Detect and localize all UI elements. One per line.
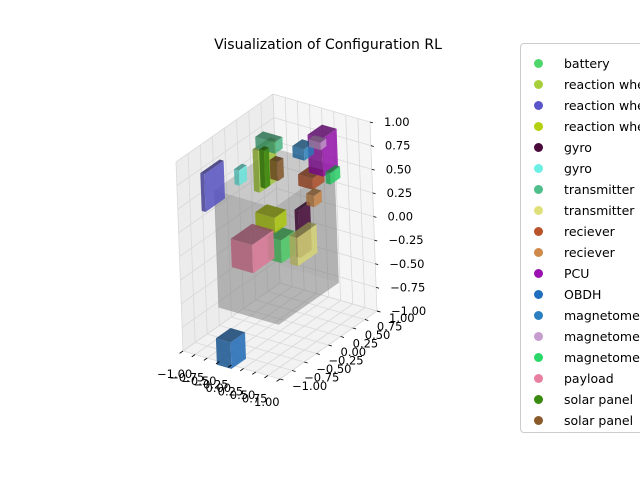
legend-marker	[534, 248, 543, 257]
legend: battery reaction wheel reaction wheel react…	[520, 43, 640, 433]
z-tick-label: 0.50	[386, 162, 412, 176]
legend-marker	[534, 101, 543, 110]
legend-marker	[534, 416, 543, 425]
z-tick-label: −1.00	[391, 304, 426, 318]
x-tick-mark	[264, 376, 267, 378]
box-front-face	[216, 338, 232, 369]
legend-label: reaction wheel	[564, 96, 640, 115]
z-tick-mark	[375, 264, 378, 265]
z-tick-mark	[373, 193, 376, 194]
x-tick-mark	[252, 372, 255, 374]
legend-marker	[534, 290, 543, 299]
z-tick-label: 0.75	[385, 139, 411, 153]
z-tick-mark	[374, 217, 377, 218]
y-tick-mark	[280, 379, 283, 380]
z-axis-ticks: −1.00 −0.75 −0.50 −0.25 0.00 0.25 0.50 0.75 1.00	[370, 115, 426, 318]
component-box-solar-panel	[259, 146, 270, 189]
legend-label: solar panel	[564, 390, 633, 409]
z-tick-mark	[371, 146, 374, 147]
legend-marker	[534, 59, 543, 68]
legend-label: magnetometer	[564, 348, 640, 367]
z-tick-label: 0.25	[387, 186, 413, 200]
x-tick-mark	[240, 369, 243, 371]
y-tick-mark	[292, 371, 295, 372]
legend-label: reciever	[564, 243, 615, 262]
z-tick-label: −0.25	[388, 233, 423, 247]
legend-label: gyro	[564, 138, 592, 157]
z-tick-mark	[377, 311, 380, 312]
y-tick-mark	[316, 354, 319, 355]
z-tick-label: 0.00	[388, 210, 414, 224]
legend-marker	[534, 143, 543, 152]
legend-label: OBDH	[564, 285, 601, 304]
legend-label: reciever	[564, 222, 615, 241]
y-tick-mark	[341, 337, 344, 338]
z-tick-mark	[372, 169, 375, 170]
z-tick-mark	[370, 122, 373, 123]
legend-marker	[534, 80, 543, 89]
legend-marker	[534, 332, 543, 341]
z-tick-label: 1.00	[384, 115, 410, 129]
x-tick-mark	[277, 379, 280, 381]
box-front-face	[306, 194, 314, 208]
box-front-face	[270, 160, 278, 181]
legend-marker	[534, 122, 543, 131]
legend-label: transmitter	[564, 201, 634, 220]
x-tick-label: 1.00	[254, 395, 280, 409]
legend-marker	[534, 227, 543, 236]
legend-label: transmitter	[564, 180, 634, 199]
legend-marker	[534, 353, 543, 362]
z-tick-label: −0.75	[390, 280, 425, 294]
legend-label: magnetometer	[564, 327, 640, 346]
box-front-face	[234, 169, 239, 186]
legend-marker	[534, 206, 543, 215]
y-tick-mark	[365, 320, 368, 321]
legend-marker	[534, 269, 543, 278]
legend-label: battery	[564, 54, 610, 73]
legend-label: payload	[564, 369, 614, 388]
chart-title: Visualization of Configuration RL	[214, 37, 442, 53]
z-tick-mark	[374, 240, 377, 241]
legend-label: solar panel	[564, 411, 633, 430]
legend-marker	[534, 311, 543, 320]
legend-label: gyro	[564, 159, 592, 178]
y-tick-mark	[353, 328, 356, 329]
z-tick-mark	[376, 287, 379, 288]
component-box-solar-panel	[270, 156, 284, 181]
x-tick-mark	[204, 358, 207, 360]
y-tick-mark	[329, 345, 332, 346]
box-front-face	[289, 236, 298, 267]
x-tick-mark	[180, 351, 183, 353]
x-tick-mark	[192, 355, 195, 357]
y-tick-mark	[304, 362, 307, 363]
legend-marker	[534, 395, 543, 404]
legend-label: PCU	[564, 264, 589, 283]
legend-marker	[534, 164, 543, 173]
z-tick-label: −0.50	[389, 257, 424, 271]
box-side-face	[277, 158, 284, 181]
legend-label: reaction wheel	[564, 75, 640, 94]
legend-marker	[534, 185, 543, 194]
box-front-face	[326, 172, 331, 185]
legend-marker	[534, 374, 543, 383]
legend-label: reaction wheel	[564, 117, 640, 136]
legend-label: magnetometer	[564, 306, 640, 325]
